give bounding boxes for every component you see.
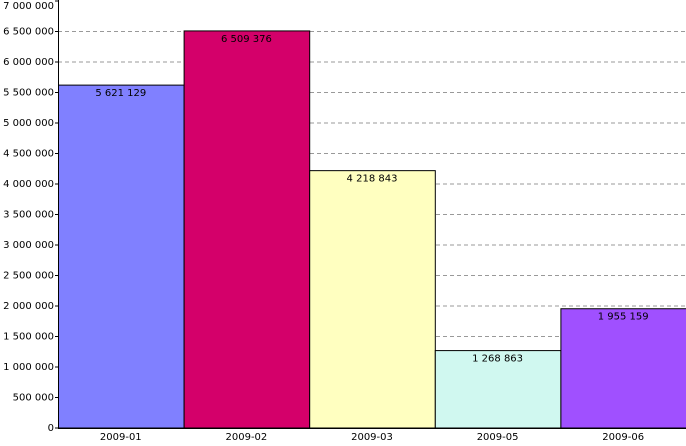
y-tick-label: 3 500 000 xyxy=(3,210,54,221)
value-label: 1 955 159 xyxy=(598,312,649,323)
y-tick-label: 6 000 000 xyxy=(3,57,54,68)
y-tick-label: 5 000 000 xyxy=(3,118,54,129)
value-label: 4 218 843 xyxy=(347,174,398,185)
bar xyxy=(434,350,562,429)
y-tick-label: 1 000 000 xyxy=(3,362,54,373)
y-tick-label: 0 xyxy=(48,423,54,434)
y-tick-label: 3 000 000 xyxy=(3,240,54,251)
y-tick-label: 1 500 000 xyxy=(3,332,54,343)
y-tick-label: 500 000 xyxy=(13,393,54,404)
y-tick-label: 6 500 000 xyxy=(3,27,54,38)
x-tick-label: 2009-06 xyxy=(602,432,644,443)
x-tick-label: 2009-05 xyxy=(477,432,519,443)
y-tick-label: 7 000 000 xyxy=(3,1,54,12)
value-label: 5 621 129 xyxy=(95,88,146,99)
value-label: 1 268 863 xyxy=(472,354,523,365)
value-label: 6 509 376 xyxy=(221,34,272,45)
y-tick-label: 4 500 000 xyxy=(3,149,54,160)
bar xyxy=(309,170,436,429)
y-tick-label: 2 000 000 xyxy=(3,301,54,312)
bar xyxy=(560,308,686,429)
x-tick-label: 2009-01 xyxy=(100,432,142,443)
y-tick-label: 5 500 000 xyxy=(3,88,54,99)
bar xyxy=(183,30,311,429)
bar xyxy=(58,84,185,429)
x-tick-label: 2009-02 xyxy=(226,432,268,443)
y-tick-label: 2 500 000 xyxy=(3,271,54,282)
x-tick-label: 2009-03 xyxy=(351,432,393,443)
y-tick-label: 4 000 000 xyxy=(3,179,54,190)
